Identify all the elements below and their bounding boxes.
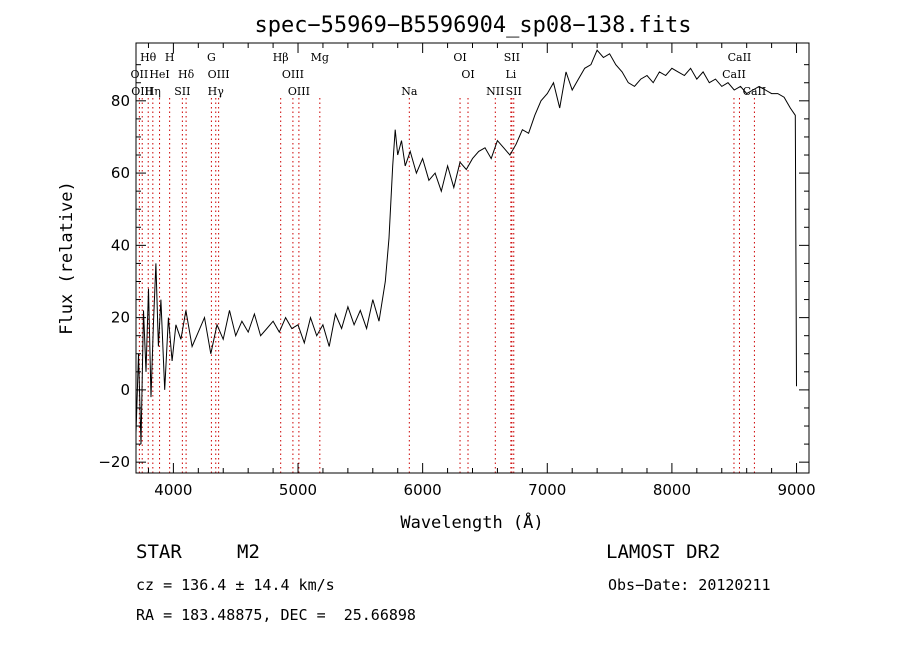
redshift-cz: cz = 136.4 ± 14.4 km/s [136, 576, 335, 594]
spectral-line-label: SII [506, 85, 522, 98]
y-tick-label: −20 [98, 453, 130, 471]
spectral-line-label: OI [461, 68, 474, 81]
x-tick-label: 4000 [154, 481, 192, 499]
spectral-line-label: NII [486, 85, 504, 98]
y-tick-label: 40 [111, 236, 130, 254]
y-tick-label: 20 [111, 309, 130, 327]
spectral-line-label: Hγ [208, 85, 225, 98]
ra-dec: RA = 183.48875, DEC = 25.66898 [136, 606, 416, 624]
spectral-line-label: H [165, 51, 175, 64]
spectral-line-label: OIII [131, 85, 153, 98]
y-tick-label: 80 [111, 92, 130, 110]
spectral-line-labels: Hθ H G Hβ Mg OI SII CaII OII HeI Hδ OIII OIII OI Li CaI… [131, 51, 767, 98]
spectral-line-markers [138, 98, 755, 473]
spectral-line-label: G [207, 51, 216, 64]
plot-frame [135, 42, 810, 474]
object-subclass: M2 [237, 541, 260, 563]
spectral-line-label: OIII [288, 85, 310, 98]
x-tick-label: 5000 [279, 481, 317, 499]
spectral-line-label: Na [401, 85, 418, 98]
spectral-line-label: CaII [728, 51, 752, 64]
x-tick-label: 7000 [528, 481, 566, 499]
x-tick-label: 6000 [404, 481, 442, 499]
survey-name: LAMOST DR2 [606, 541, 721, 563]
spectral-line-label: CaII [722, 68, 746, 81]
obs-date: Obs−Date: 20120211 [608, 576, 771, 594]
spectral-line-label: CaII [743, 85, 767, 98]
x-tick-label: 9000 [777, 481, 815, 499]
chart-title: spec−55969−B5596904_sp08−138.fits [254, 13, 691, 38]
spectral-line-label: Hη [145, 85, 161, 98]
spectral-line-label: Hδ [178, 68, 195, 81]
spectral-line-label: OIII [208, 68, 230, 81]
object-class: STAR [136, 541, 182, 563]
spectral-line-label: OI [453, 51, 466, 64]
spectral-line-label: OIII [282, 68, 304, 81]
spectral-line-label: SII [174, 85, 190, 98]
x-axis-label: Wavelength (Å) [400, 511, 543, 533]
spectral-line-label: Hβ [273, 51, 289, 64]
x-axis-ticks: 4000 5000 6000 7000 8000 9000 [147, 43, 816, 499]
y-axis-ticks: −20 0 20 40 60 80 [98, 64, 809, 471]
spectral-line-label: Li [505, 68, 516, 81]
y-tick-label: 0 [120, 381, 130, 399]
spectral-line-label: Mg [311, 51, 329, 64]
spectral-line-label: Hθ [140, 51, 157, 64]
x-tick-label: 8000 [653, 481, 691, 499]
spectral-line-label: SII [504, 51, 520, 64]
y-tick-label: 60 [111, 164, 130, 182]
y-axis-label: Flux (relative) [57, 181, 77, 335]
spectral-line-label: OII [131, 68, 149, 81]
spectral-line-label: HeI [149, 68, 169, 81]
spectrum-line [135, 49, 797, 445]
